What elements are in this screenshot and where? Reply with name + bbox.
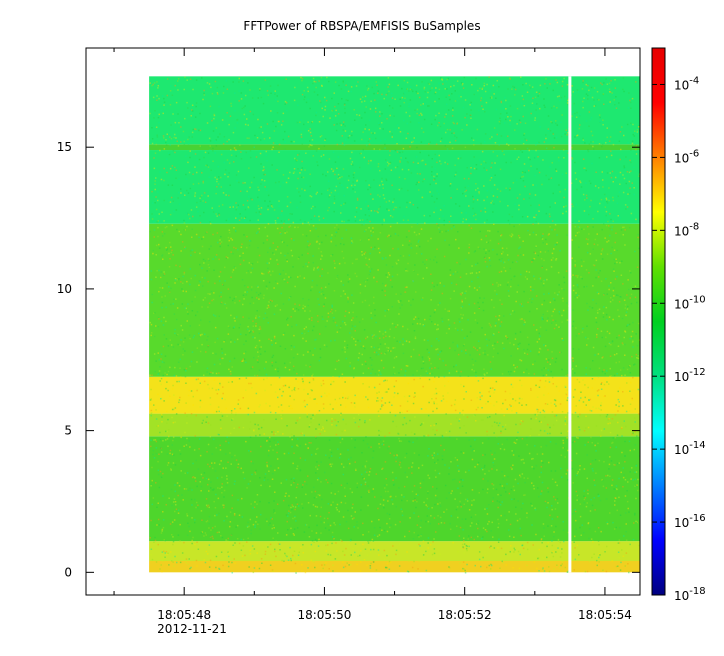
heatmap <box>149 76 640 573</box>
heatmap-band-6 <box>149 150 640 224</box>
colorbar-tick-label: 10-18 <box>674 586 706 603</box>
y-axis: 0 5 10 15 <box>57 140 640 579</box>
colorbar-tick-label: 10-10 <box>674 294 706 311</box>
colorbar-tick-label: 10-12 <box>674 367 706 384</box>
x-tick-date-label: 2012-11-21 <box>157 622 227 636</box>
colorbar-tick-label: 10-16 <box>674 513 706 530</box>
heatmap-band-2 <box>149 436 640 542</box>
colorbar-tick-label: 10-4 <box>674 75 699 92</box>
heatmap-band-7 <box>149 144 640 151</box>
colorbar-tick-label: 10-8 <box>674 221 699 238</box>
heatmap-speckle-1 <box>149 77 640 574</box>
y-tick-label: 15 <box>57 140 72 154</box>
heatmap-band-5 <box>149 223 640 377</box>
y-tick-label: 0 <box>64 565 72 579</box>
data-gap <box>568 76 572 573</box>
colorbar-tick-label: 10-6 <box>674 148 699 165</box>
heatmap-band-4 <box>149 376 640 414</box>
heatmap-noise <box>149 76 640 574</box>
colorbar: 10-4 10-6 10-8 10-10 10-12 10-14 10-16 10-18 <box>651 47 706 603</box>
colorbar-gradient <box>652 48 665 595</box>
y-tick-label: 5 <box>64 424 72 438</box>
plot-frame <box>85 47 641 596</box>
heatmap-band-3 <box>149 413 640 437</box>
x-tick-label: 18:05:52 <box>438 608 492 622</box>
plot-area <box>85 47 641 596</box>
colorbar-tick-label: 10-14 <box>674 440 706 457</box>
y-tick-label: 10 <box>57 282 72 296</box>
heatmap-band-1 <box>149 541 640 561</box>
x-tick-label: 18:05:54 <box>578 608 632 622</box>
heatmap-band-0 <box>149 560 640 573</box>
colorbar-frame <box>651 47 666 596</box>
x-tick-label: 18:05:48 <box>157 608 211 622</box>
chart-title: FFTPower of RBSPA/EMFISIS BuSamples <box>243 19 480 33</box>
x-tick-label: 18:05:50 <box>297 608 351 622</box>
heatmap-band-8 <box>149 76 640 145</box>
colorbar-ticks: 10-4 10-6 10-8 10-10 10-12 10-14 10-16 10-18 <box>652 75 706 603</box>
